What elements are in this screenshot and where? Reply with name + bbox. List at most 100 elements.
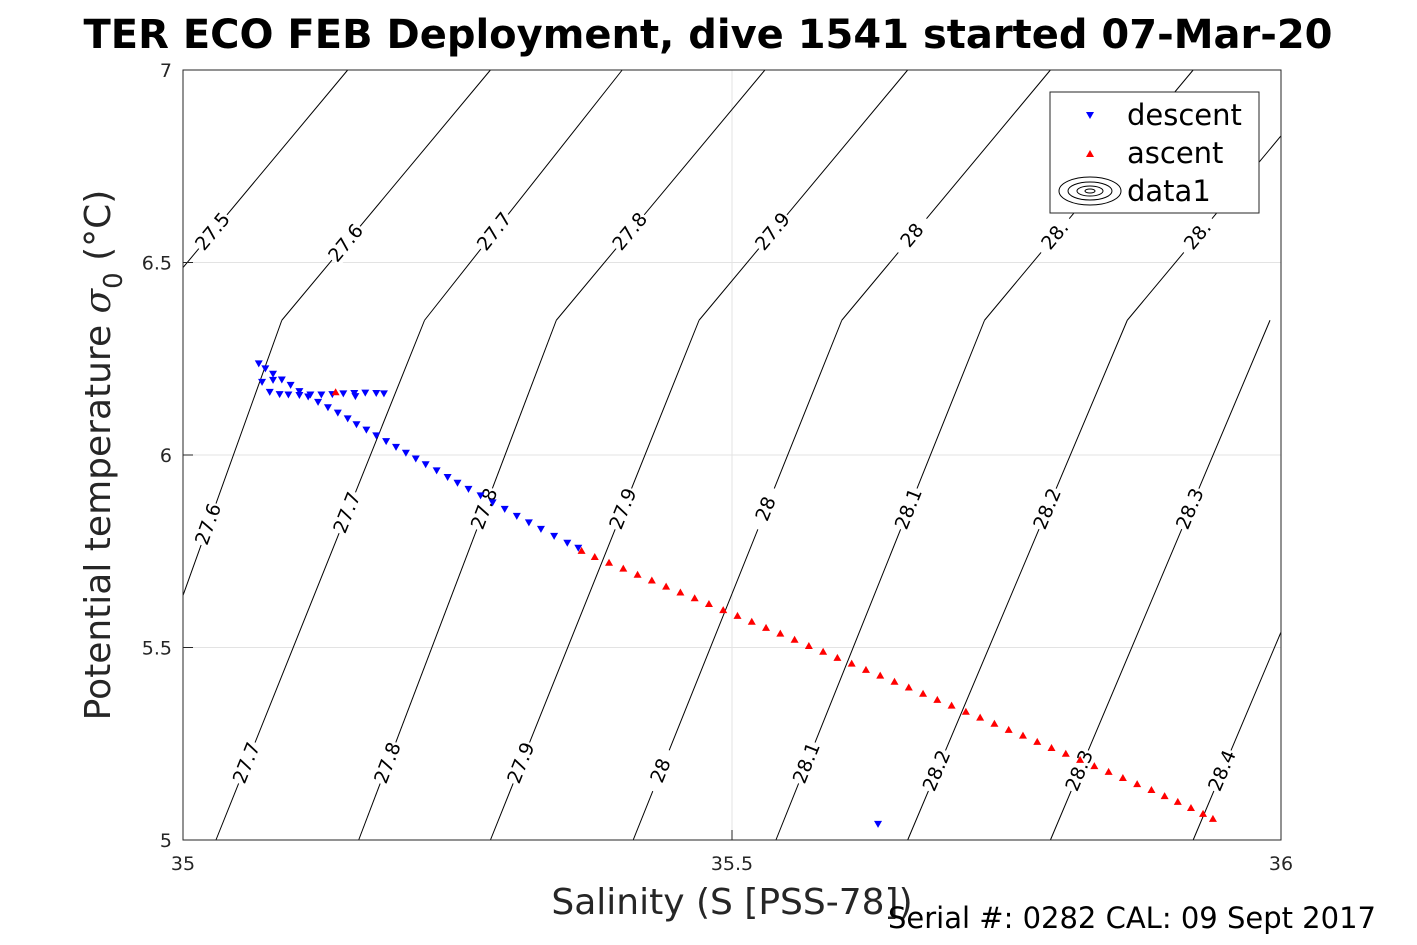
ascent-marker	[590, 553, 599, 561]
ascent-marker	[747, 617, 756, 625]
descent-marker	[379, 390, 388, 398]
ascent-marker	[704, 599, 713, 607]
ascent-marker	[819, 647, 828, 655]
y-axis-label-unit: (°C)	[78, 190, 119, 273]
ascent-marker	[577, 546, 586, 554]
contour-label-bg	[322, 218, 368, 267]
y-tick-label: 5	[160, 830, 172, 852]
descent-marker	[432, 467, 441, 475]
ascent-marker	[1061, 749, 1070, 757]
contour-label-bg	[787, 738, 825, 788]
contour-label-bg	[1031, 210, 1077, 259]
contour-label-bg	[889, 484, 927, 534]
ascent-marker	[676, 588, 685, 596]
ascent-marker	[833, 653, 842, 661]
ascent-marker	[1090, 762, 1099, 770]
ascent-marker	[1186, 804, 1195, 812]
contour-label-bg	[606, 207, 652, 256]
descent-marker	[284, 391, 293, 399]
ascent-marker	[876, 671, 885, 679]
y-axis-label: Potential temperature σ0 (°C)	[78, 190, 129, 721]
descent-marker	[500, 505, 509, 513]
ascent-marker	[633, 570, 642, 578]
ascent-marker	[605, 558, 614, 566]
data-markers	[254, 360, 1217, 828]
ascent-marker	[847, 659, 856, 667]
ascent-marker	[647, 576, 656, 584]
descent-marker	[524, 519, 533, 527]
descent-marker	[512, 512, 521, 520]
y-axis-label-sigma: σ	[78, 287, 119, 313]
contour-label-bg	[1060, 745, 1098, 795]
contour-label-bg	[1202, 745, 1241, 795]
descent-marker	[361, 389, 370, 397]
descent-marker	[421, 461, 430, 469]
ascent-marker	[1104, 767, 1113, 775]
ascent-marker	[1047, 743, 1056, 751]
descent-marker	[254, 360, 263, 368]
descent-marker	[362, 426, 371, 434]
descent-marker	[343, 415, 352, 423]
descent-marker	[317, 391, 326, 399]
descent-marker	[352, 421, 361, 429]
legend-data1-label: data1	[1127, 174, 1211, 208]
descent-marker	[339, 390, 348, 398]
contour-label-bg	[604, 484, 641, 534]
contour-label-bg	[327, 487, 365, 537]
isopycnal-line	[424, 69, 623, 321]
ascent-marker	[776, 629, 785, 637]
descent-marker	[333, 409, 342, 417]
legend: descent ascent data1	[1049, 91, 1260, 214]
contour-label-bg	[746, 484, 784, 534]
y-tick-label: 7	[160, 60, 172, 82]
isopycnal-line	[1192, 631, 1282, 841]
x-tick-label: 35	[171, 853, 195, 875]
contour-label-bg	[227, 738, 265, 788]
legend-box	[1049, 91, 1260, 214]
descent-marker	[392, 443, 401, 451]
contour-label-bg	[189, 499, 226, 549]
contour-label-bg	[917, 745, 955, 795]
descent-marker	[488, 499, 497, 507]
descent-marker	[295, 391, 304, 399]
descent-marker	[261, 365, 270, 373]
ascent-marker	[904, 683, 913, 691]
ascent-marker	[331, 388, 340, 396]
ascent-marker	[1199, 809, 1208, 817]
ascent-marker	[1147, 785, 1156, 793]
contour-label-bg	[1027, 483, 1066, 534]
y-tick-label: 6.5	[142, 253, 172, 275]
ascent-marker	[1033, 737, 1042, 745]
descent-marker	[453, 479, 462, 487]
descent-marker	[411, 455, 420, 463]
contour-label-bg	[889, 210, 935, 259]
contour-label-bg	[502, 738, 539, 788]
ascent-marker	[1208, 814, 1217, 822]
contour-label-bg	[641, 745, 679, 795]
ascent-marker	[690, 594, 699, 602]
contour-label-bg	[1170, 483, 1209, 534]
axis-ticks: 35 35.5 36 5 5.5 6 6.5 7	[142, 60, 1293, 875]
ascent-marker	[947, 701, 956, 709]
ascent-marker	[1133, 780, 1142, 788]
ascent-marker	[719, 606, 728, 614]
contour-label-bg	[368, 738, 406, 788]
legend-ascent-marker	[1086, 150, 1094, 157]
descent-marker	[295, 388, 304, 396]
legend-contour-icon	[1058, 176, 1122, 206]
y-axis-label-subscript: 0	[99, 272, 129, 289]
ascent-marker	[861, 665, 870, 673]
descent-marker	[372, 432, 381, 440]
isopycnal-line	[281, 69, 491, 321]
descent-marker	[372, 390, 381, 398]
descent-marker	[563, 539, 572, 547]
ascent-marker	[1160, 792, 1169, 800]
descent-marker	[351, 393, 360, 401]
descent-marker	[574, 544, 583, 552]
ascent-marker	[619, 564, 628, 572]
descent-marker	[286, 381, 295, 389]
isopycnal-line	[841, 69, 1051, 321]
y-tick-label: 6	[160, 445, 172, 467]
ascent-marker	[976, 713, 985, 721]
